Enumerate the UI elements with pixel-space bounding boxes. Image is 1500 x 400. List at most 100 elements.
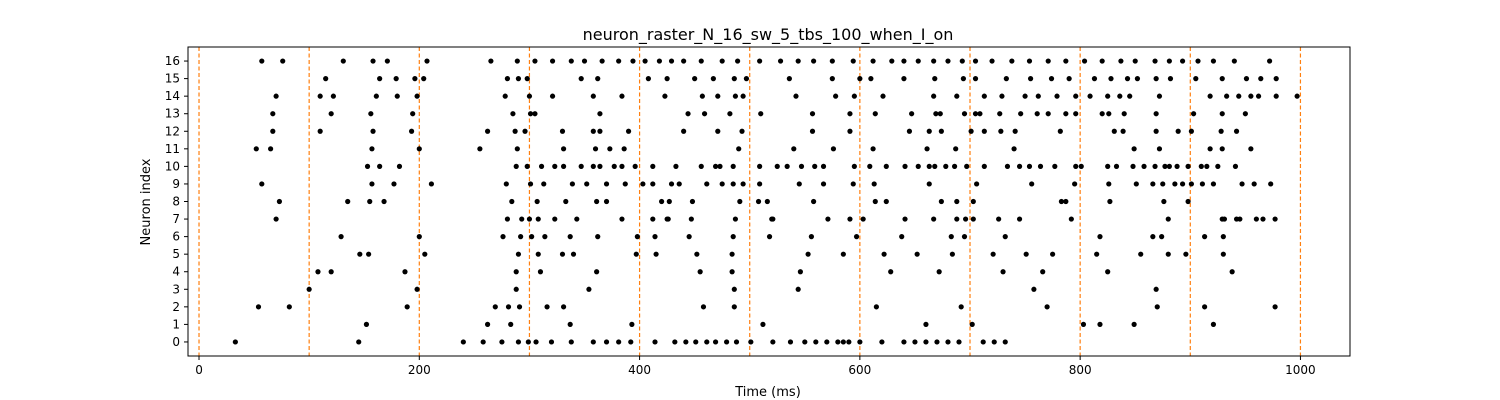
spike-point: [798, 163, 805, 169]
spike-point: [1113, 163, 1120, 169]
spike-point: [668, 181, 675, 187]
spike-point: [522, 128, 528, 134]
spike-point: [1204, 163, 1210, 169]
spike-point: [729, 269, 735, 275]
y-tick-label: 14: [165, 89, 180, 103]
spike-point: [306, 286, 312, 292]
spike-point: [538, 163, 545, 169]
spike-point: [1023, 251, 1029, 257]
spike-point: [717, 163, 723, 169]
spike-point: [512, 128, 518, 134]
spike-point: [934, 339, 940, 345]
spike-point: [727, 111, 733, 117]
spike-point: [1111, 128, 1117, 134]
spike-point: [345, 198, 351, 205]
spike-point: [812, 163, 818, 169]
spike-point: [766, 234, 773, 240]
spike-point: [616, 58, 622, 64]
spike-point: [710, 76, 716, 82]
y-tick-label: 15: [165, 72, 180, 86]
spike-point: [529, 234, 535, 240]
spike-point: [1273, 93, 1279, 99]
spike-point: [1159, 234, 1165, 240]
spike-point: [1016, 163, 1023, 169]
spike-point: [809, 128, 816, 134]
spike-point: [673, 163, 679, 169]
spike-point: [1003, 76, 1009, 82]
spike-point: [989, 58, 995, 64]
spike-point: [1258, 76, 1264, 82]
spike-point: [672, 339, 678, 345]
y-tick-label: 5: [172, 247, 180, 261]
spike-point: [847, 111, 853, 117]
spike-point: [926, 128, 932, 134]
chart-title: neuron_raster_N_16_sw_5_tbs_100_when_I_o…: [583, 25, 954, 45]
spike-point: [421, 76, 427, 82]
spike-point: [524, 163, 530, 169]
spike-point: [1202, 304, 1208, 310]
spike-point: [784, 163, 790, 169]
spike-point: [1175, 128, 1181, 134]
spike-point: [964, 163, 970, 169]
spike-point: [1190, 111, 1197, 117]
spike-point: [590, 339, 596, 345]
spike-point: [253, 146, 259, 152]
spike-point: [1185, 198, 1191, 205]
spike-point: [739, 128, 745, 134]
spike-point: [377, 76, 383, 82]
spike-point: [1215, 163, 1221, 169]
spike-point: [603, 339, 610, 345]
spike-point: [694, 251, 700, 257]
spike-point: [594, 198, 600, 205]
spike-point: [568, 339, 574, 345]
spike-point: [328, 269, 334, 275]
spike-point: [956, 339, 962, 345]
spike-point: [502, 93, 508, 99]
spike-point: [901, 76, 907, 82]
spike-point: [384, 58, 390, 64]
spike-point: [793, 93, 799, 99]
spike-point: [1185, 163, 1191, 169]
spike-point: [1073, 93, 1079, 99]
spike-point: [597, 111, 603, 117]
spike-point: [1087, 93, 1093, 99]
spike-point: [770, 216, 776, 222]
spike-point: [912, 339, 918, 345]
spike-point: [829, 58, 835, 64]
spike-point: [1165, 216, 1171, 222]
spike-point: [1050, 251, 1056, 257]
spike-point: [516, 304, 523, 310]
spike-point: [851, 163, 857, 169]
spike-point: [273, 216, 279, 222]
spike-point: [597, 163, 603, 169]
spike-point: [317, 93, 323, 99]
spike-point: [1220, 251, 1226, 257]
spike-point: [664, 76, 670, 82]
spike-point: [1022, 93, 1028, 99]
spike-point: [484, 128, 491, 134]
x-tick-label: 200: [408, 363, 431, 377]
spike-point: [570, 251, 577, 257]
y-tick-label: 7: [172, 212, 180, 226]
spike-point: [270, 111, 276, 117]
spike-point: [369, 146, 375, 152]
spike-point: [683, 339, 689, 345]
spike-point: [997, 111, 1003, 117]
spike-point: [567, 321, 573, 327]
spike-point: [504, 216, 511, 222]
spike-point: [665, 216, 671, 222]
spike-point: [1153, 111, 1159, 117]
spike-point: [990, 251, 996, 257]
spike-point: [954, 93, 960, 99]
spike-point: [500, 234, 506, 240]
spike-point: [424, 58, 430, 64]
spike-point: [1220, 234, 1226, 240]
spike-point: [519, 216, 525, 222]
spike-point: [1097, 321, 1103, 327]
spike-point: [1219, 76, 1225, 82]
spike-point: [932, 76, 938, 82]
spike-point: [560, 146, 567, 152]
spike-point: [659, 198, 665, 205]
spike-point: [1253, 216, 1259, 222]
